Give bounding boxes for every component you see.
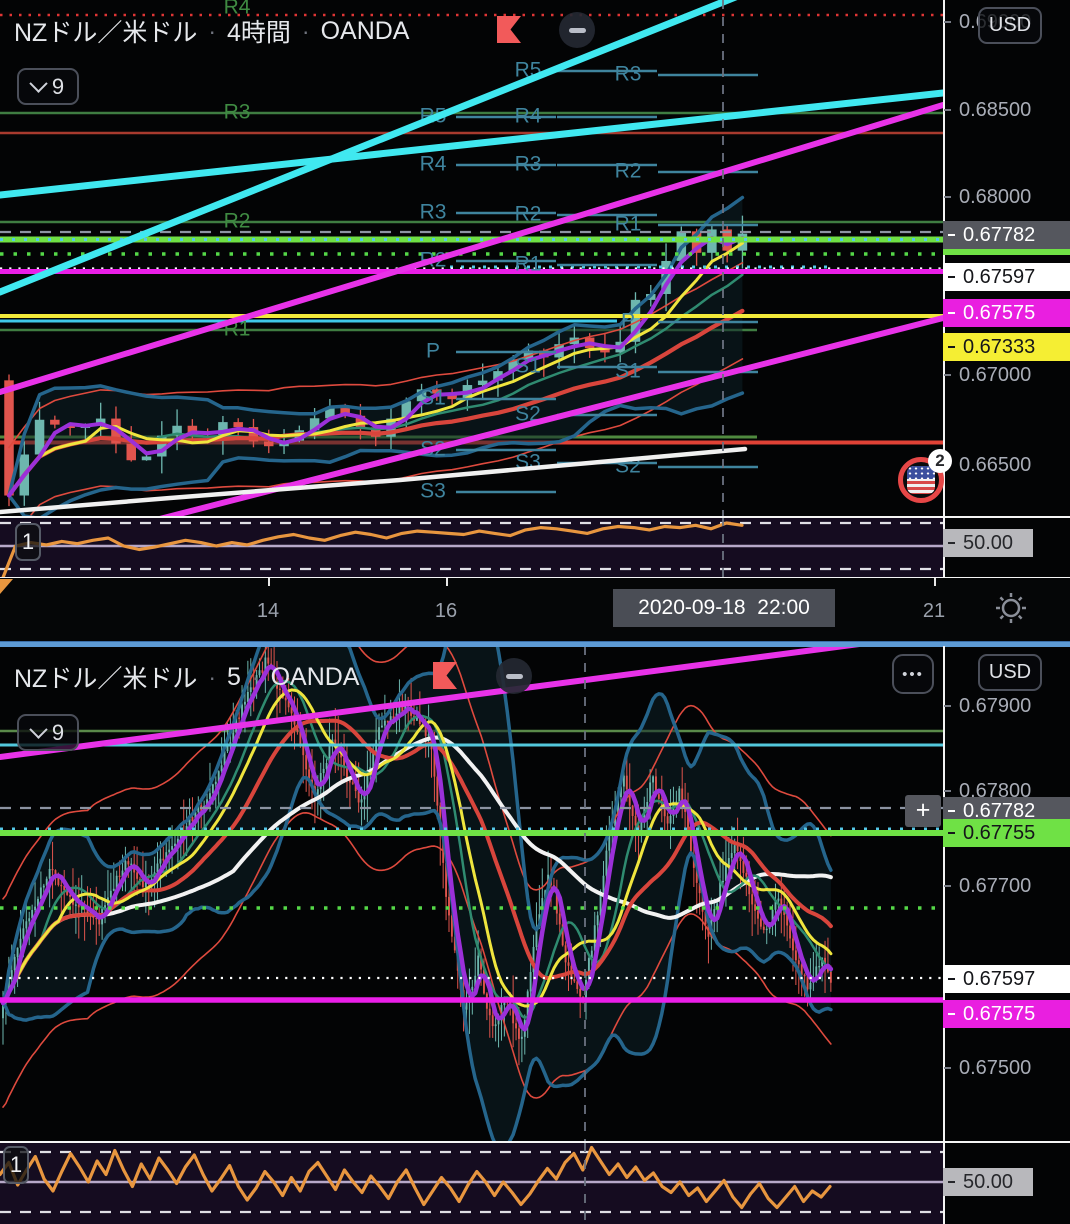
price-axis-label: 0.67000 [944, 363, 1068, 387]
svg-text:R2: R2 [515, 203, 542, 226]
currency-button-top[interactable]: USD [978, 7, 1042, 44]
svg-text:R2: R2 [224, 210, 251, 233]
indicators-collapse-button-top[interactable]: 9 [17, 68, 79, 105]
price-axis-label: 0.68500 [944, 98, 1068, 122]
svg-text:S1: S1 [515, 355, 541, 378]
svg-text:R3: R3 [224, 101, 251, 124]
broker-flag-icon [433, 662, 457, 689]
time-axis-label: 14 [256, 600, 280, 622]
time-tick [268, 578, 270, 586]
indicators-collapse-button-bottom[interactable]: 9 [17, 714, 79, 751]
pane-number: 1 [9, 1152, 23, 1177]
price-axis-label: 0.67700 [944, 874, 1068, 898]
price-badge: 0.67755 [943, 819, 1070, 847]
active-chart-divider [0, 641, 1070, 647]
price-level-lines [0, 743, 943, 1003]
price-axis-label: 0.67900 [944, 694, 1068, 718]
svg-text:R4: R4 [420, 153, 447, 176]
indicator-count: 9 [51, 73, 65, 99]
rsi-pane-top[interactable] [0, 517, 943, 577]
price-level-strip [943, 249, 1070, 255]
svg-text:R4: R4 [224, 0, 251, 19]
price-level-lines [0, 13, 943, 323]
brightness-icon[interactable] [992, 589, 1030, 627]
rsi-background [0, 1143, 943, 1224]
svg-text:S1: S1 [420, 387, 446, 410]
svg-text:S1: S1 [615, 360, 641, 383]
ellipsis-icon: ••• [902, 665, 924, 683]
price-badge: 50.00 [943, 529, 1033, 557]
currency-button-bottom[interactable]: USD [978, 654, 1042, 691]
moving-averages [0, 646, 834, 1141]
more-options-button[interactable]: ••• [892, 654, 934, 694]
price-badge: 0.67333 [943, 333, 1070, 361]
broker-flag-icon [497, 16, 521, 43]
pane-separator [0, 577, 1070, 579]
minimize-button-top[interactable] [559, 12, 595, 48]
price-badge: 0.67575 [943, 299, 1070, 327]
price-badge: 0.67597 [943, 965, 1070, 993]
trend-line-drawings[interactable] [0, 646, 943, 760]
rsi-pane-bottom[interactable] [0, 1143, 943, 1224]
price-chart-canvas-bottom[interactable] [0, 646, 943, 1141]
rsi-pane-badge-top[interactable]: 1 [15, 523, 41, 561]
chevron-down-icon [29, 720, 48, 739]
svg-text:R3: R3 [615, 63, 642, 86]
trend-line-drawings[interactable] [0, 0, 943, 516]
rsi-line [1, 521, 744, 577]
svg-text:R1: R1 [615, 213, 642, 236]
indicator-count: 9 [51, 719, 65, 745]
price-axis-label: 0.68000 [944, 185, 1068, 209]
time-axis-label: 21 [922, 600, 946, 622]
event-count-badge: 2 [928, 449, 952, 473]
currency-label: USD [988, 661, 1032, 683]
moving-averages [6, 195, 745, 516]
time-tick [446, 578, 448, 586]
svg-text:R3: R3 [420, 201, 447, 224]
price-badge: 0.67575 [943, 1000, 1070, 1028]
price-badge: 0.67782 [943, 221, 1070, 249]
svg-text:R1: R1 [515, 253, 542, 276]
svg-text:S3: S3 [420, 480, 446, 503]
price-chart-canvas-top[interactable]: R5R4R3R2PS1S2S3R5R4R3R2R1S1S2S3R3R2R1PS1… [0, 0, 943, 516]
add-alert-plus-button[interactable]: + [905, 795, 941, 827]
time-tick [934, 578, 936, 586]
us-flag-icon [907, 466, 935, 494]
pane-number: 1 [21, 529, 35, 554]
svg-text:R2: R2 [615, 160, 642, 183]
crosshair-time-badge: 2020-09-18 22:00 [613, 589, 835, 627]
svg-text:R3: R3 [515, 153, 542, 176]
plus-icon: + [915, 796, 931, 824]
price-badge: 50.00 [943, 1168, 1033, 1196]
rsi-line [0, 1145, 832, 1210]
time-axis[interactable]: 14 16 21 2020-09-18 22:00 [0, 578, 1070, 641]
svg-text:P: P [426, 340, 440, 363]
pane-separator [0, 1141, 1070, 1143]
minus-icon [568, 27, 586, 33]
rsi-overflow-marker [0, 579, 13, 594]
price-badge: 0.67597 [943, 263, 1070, 291]
minus-icon [505, 673, 523, 679]
price-axis-label: 0.66500 [944, 453, 1068, 477]
currency-label: USD [988, 14, 1032, 36]
axis-border-vertical-bottom [943, 646, 945, 1224]
pane-separator [0, 516, 1070, 518]
minimize-button-bottom[interactable] [496, 658, 532, 694]
svg-text:R4: R4 [515, 105, 542, 128]
price-axis-label: 0.67500 [944, 1056, 1068, 1080]
svg-text:P: P [621, 310, 635, 333]
chevron-down-icon [29, 74, 48, 93]
time-axis-label: 16 [434, 600, 458, 622]
rsi-pane-badge-bottom[interactable]: 1 [3, 1146, 29, 1184]
price-axis-label: 0.67800 [944, 779, 1068, 803]
